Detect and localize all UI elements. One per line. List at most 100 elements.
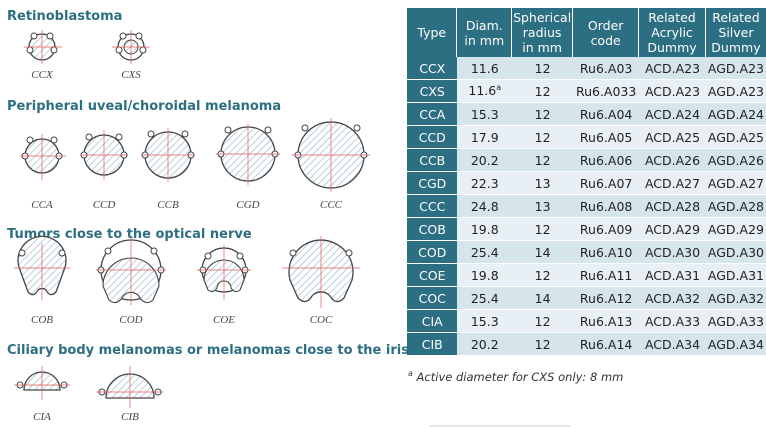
footnote: a Active diameter for CXS only: 8 mm bbox=[408, 369, 623, 384]
diameter-footnote-marker: a bbox=[496, 83, 502, 93]
table-cell: COC bbox=[407, 287, 458, 310]
table-cell: ACD.A29 bbox=[639, 218, 706, 241]
table-cell: AGD.A33 bbox=[705, 310, 766, 333]
section-title-ciliary-body: Ciliary body melanomas or melanomas clos… bbox=[7, 343, 409, 358]
table-cell: ACD.A30 bbox=[639, 241, 706, 264]
table-row: CCA 15.3 12 Ru6.A04 ACD.A24 AGD.A24 bbox=[407, 103, 766, 126]
section-title-retinoblastoma: Retinoblastoma bbox=[7, 9, 123, 24]
table-row: COC 25.4 14 Ru6.A12 ACD.A32 AGD.A32 bbox=[407, 287, 766, 310]
table-cell: 12 bbox=[512, 149, 574, 172]
table-cell: 22.3 bbox=[457, 172, 513, 195]
table-cell: AGD.A23 bbox=[705, 57, 766, 80]
shape-cxs bbox=[112, 30, 150, 64]
table-cell: 12 bbox=[512, 333, 574, 356]
table-cell: Ru6.A11 bbox=[573, 264, 640, 287]
table-cell: 15.3 bbox=[457, 103, 513, 126]
table-cell: 11.6 bbox=[457, 57, 513, 80]
shape-ccb bbox=[141, 128, 195, 182]
shape-ccc bbox=[292, 118, 370, 192]
label-ccd: CCD bbox=[92, 199, 116, 211]
table-cell: ACD.A25 bbox=[639, 126, 706, 149]
table-cell: Ru6.A10 bbox=[573, 241, 640, 264]
table-body: CCX 11.6 12 Ru6.A03 ACD.A23 AGD.A23 CXS 11.6a 12… bbox=[407, 57, 766, 356]
header-silver-dummy: Related Silver Dummy bbox=[705, 8, 766, 57]
section-title-optical-nerve: Tumors close to the optical nerve bbox=[7, 227, 252, 242]
table-cell: 19.8 bbox=[457, 264, 513, 287]
label-cod: COD bbox=[119, 314, 143, 326]
shape-cod bbox=[96, 238, 166, 305]
table-cell: AGD.A28 bbox=[705, 195, 766, 218]
shape-cib bbox=[96, 366, 164, 408]
shape-cob bbox=[14, 235, 70, 300]
applicator-spec-table: Type Diam. in mm Spherical radius in mm Ord… bbox=[407, 8, 766, 356]
table-cell: 20.2 bbox=[457, 333, 513, 356]
table-cell: AGD.A27 bbox=[705, 172, 766, 195]
table-cell: 15.3 bbox=[457, 310, 513, 333]
label-cgd: CGD bbox=[236, 199, 260, 211]
table-cell: ACD.A32 bbox=[639, 287, 706, 310]
table-cell: 24.8 bbox=[457, 195, 513, 218]
table-cell: Ru6.A07 bbox=[573, 172, 640, 195]
table-cell: Ru6.A03 bbox=[573, 57, 640, 80]
table-cell: AGD.A32 bbox=[705, 287, 766, 310]
table-cell: AGD.A30 bbox=[705, 241, 766, 264]
table-cell: 12 bbox=[512, 264, 574, 287]
label-ccc: CCC bbox=[319, 199, 342, 211]
shape-coc bbox=[282, 236, 360, 308]
table-cell: 25.4 bbox=[457, 241, 513, 264]
table-row: CIA 15.3 12 Ru6.A13 ACD.A33 AGD.A33 bbox=[407, 310, 766, 333]
shape-coe bbox=[197, 245, 251, 300]
table-cell: 17.9 bbox=[457, 126, 513, 149]
table-cell: CCA bbox=[407, 103, 458, 126]
table-cell: ACD.A26 bbox=[639, 149, 706, 172]
shape-cia bbox=[14, 366, 70, 400]
table-cell: Ru6.A08 bbox=[573, 195, 640, 218]
table-row: CXS 11.6a 12 Ru6.A033 ACD.A23 AGD.A23 bbox=[407, 80, 766, 103]
header-order-code: Order code bbox=[573, 8, 640, 57]
table-row: CIB 20.2 12 Ru6.A14 ACD.A34 AGD.A34 bbox=[407, 333, 766, 356]
section-title-peripheral-melanoma: Peripheral uveal/choroidal melanoma bbox=[7, 99, 282, 114]
label-cxs: CXS bbox=[121, 69, 141, 81]
label-ccx: CCX bbox=[31, 69, 53, 81]
table-cell: 12 bbox=[512, 310, 574, 333]
table-cell: ACD.A24 bbox=[639, 103, 706, 126]
table-cell: Ru6.A033 bbox=[573, 80, 640, 103]
table-row: COD 25.4 14 Ru6.A10 ACD.A30 AGD.A30 bbox=[407, 241, 766, 264]
table-cell: AGD.A24 bbox=[705, 103, 766, 126]
table-cell: AGD.A26 bbox=[705, 149, 766, 172]
table-cell: AGD.A29 bbox=[705, 218, 766, 241]
table-cell: 14 bbox=[512, 287, 574, 310]
label-cob: COB bbox=[31, 314, 53, 326]
table-cell: 13 bbox=[512, 172, 574, 195]
table-cell: ACD.A23 bbox=[639, 80, 706, 103]
table-cell: ACD.A27 bbox=[639, 172, 706, 195]
table-cell: 13 bbox=[512, 195, 574, 218]
table-row: COB 19.8 12 Ru6.A09 ACD.A29 AGD.A29 bbox=[407, 218, 766, 241]
table-cell: 25.4 bbox=[457, 287, 513, 310]
table-row: COE 19.8 12 Ru6.A11 ACD.A31 AGD.A31 bbox=[407, 264, 766, 287]
shape-cgd bbox=[216, 124, 280, 185]
table-cell: 12 bbox=[512, 57, 574, 80]
table-row: CCC 24.8 13 Ru6.A08 ACD.A28 AGD.A28 bbox=[407, 195, 766, 218]
header-acrylic-dummy: Related Acrylic Dummy bbox=[639, 8, 706, 57]
table-cell: COE bbox=[407, 264, 458, 287]
table-row: CCX 11.6 12 Ru6.A03 ACD.A23 AGD.A23 bbox=[407, 57, 766, 80]
shape-ccx bbox=[24, 30, 62, 64]
table-cell: Ru6.A09 bbox=[573, 218, 640, 241]
table-cell: 12 bbox=[512, 80, 574, 103]
table-cell: 12 bbox=[512, 126, 574, 149]
table-cell: Ru6.A04 bbox=[573, 103, 640, 126]
table-cell: AGD.A25 bbox=[705, 126, 766, 149]
table-cell: 12 bbox=[512, 218, 574, 241]
table-row: CCD 17.9 12 Ru6.A05 ACD.A25 AGD.A25 bbox=[407, 126, 766, 149]
table-cell: AGD.A23 bbox=[705, 80, 766, 103]
header-type: Type bbox=[407, 8, 458, 57]
table-cell: ACD.A34 bbox=[639, 333, 706, 356]
label-ccb: CCB bbox=[157, 199, 179, 211]
table-cell: 14 bbox=[512, 241, 574, 264]
table-cell: ACD.A31 bbox=[639, 264, 706, 287]
table-cell: CCC bbox=[407, 195, 458, 218]
label-coc: COC bbox=[309, 314, 333, 326]
table-cell: CIA bbox=[407, 310, 458, 333]
